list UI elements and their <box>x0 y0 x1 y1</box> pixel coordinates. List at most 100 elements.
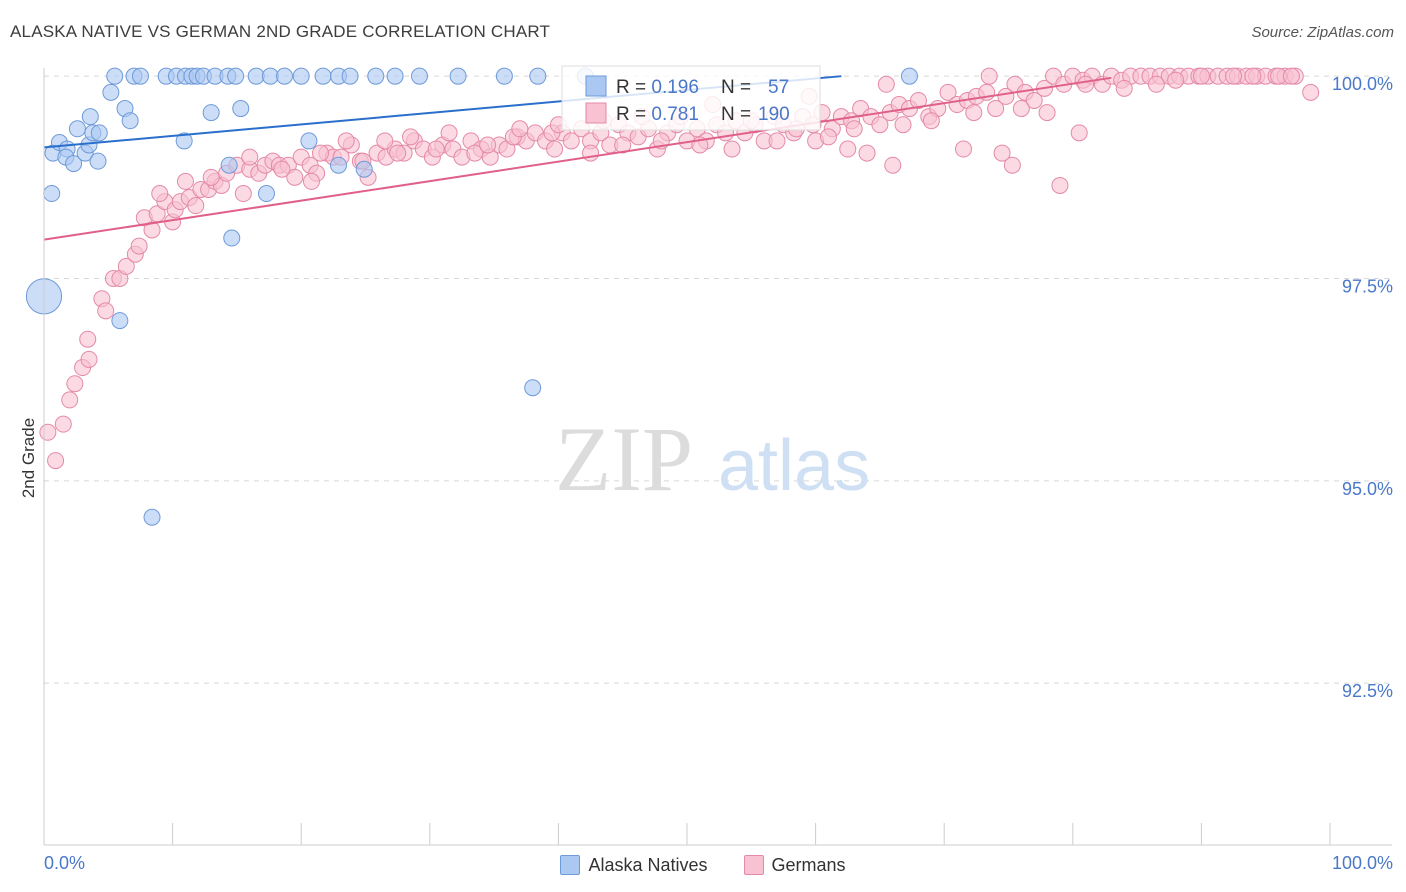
germans-point <box>1070 124 1088 142</box>
y-tick-label: 97.5% <box>1342 277 1393 297</box>
alaska-natives-point <box>232 100 250 118</box>
stats-blue-r-label: R = <box>616 77 651 98</box>
germans-point <box>909 91 927 109</box>
germans-point <box>1225 67 1243 85</box>
legend: Alaska Natives Germans <box>0 850 1406 880</box>
germans-point <box>143 221 161 239</box>
alaska-natives-point <box>386 67 404 85</box>
stats-blue-r-value: 0.196 <box>651 77 699 98</box>
svg-text:R = 0.196: R = 0.196 <box>616 77 699 98</box>
watermark: ZIP atlas <box>555 408 870 510</box>
stats-swatch-blue <box>585 75 607 97</box>
y-tick-label: 95.0% <box>1342 479 1393 499</box>
germans-point <box>562 132 580 150</box>
legend-item-germans[interactable]: Germans <box>743 854 846 876</box>
germans-point <box>1025 91 1043 109</box>
alaska-natives-point <box>89 152 107 170</box>
stats-pink-r-label: R = <box>616 104 651 125</box>
alaska-natives-point <box>111 312 129 330</box>
alaska-natives-point <box>81 108 99 126</box>
y-tick-label: 100.0% <box>1332 74 1393 94</box>
alaska-natives-point <box>367 67 385 85</box>
alaska-natives-point <box>529 67 547 85</box>
alaska-natives-point <box>65 155 83 173</box>
alaska-natives-point <box>524 379 542 397</box>
germans-point <box>1077 75 1095 93</box>
germans-point <box>858 144 876 162</box>
germans-point <box>980 67 998 85</box>
stats-blue-n-label: N = <box>721 77 751 98</box>
x-tick-label-max: 100.0% <box>1332 853 1393 873</box>
germans-point <box>311 144 329 162</box>
germans-point <box>79 330 97 348</box>
alaska-natives-point <box>900 67 918 85</box>
alaska-natives-point <box>131 67 149 85</box>
germans-point <box>176 172 194 190</box>
germans-point <box>845 120 863 138</box>
germans-point <box>839 140 857 158</box>
germans-point <box>389 144 407 162</box>
alaska-natives-point <box>411 67 429 85</box>
germans-point <box>286 168 304 186</box>
alaska-natives-point <box>449 67 467 85</box>
germans-point <box>39 423 57 441</box>
alaska-natives-point <box>90 124 108 142</box>
germans-point <box>479 136 497 154</box>
y-axis-label: 2nd Grade <box>19 418 38 498</box>
stats-blue-n-value: 57 <box>768 77 789 98</box>
germans-point <box>1302 83 1320 101</box>
germans-point <box>894 116 912 134</box>
germans-point <box>440 124 458 142</box>
germans-point <box>47 452 65 470</box>
alaska-natives-point <box>355 160 373 178</box>
germans-point <box>993 144 1011 162</box>
germans-point <box>66 375 84 393</box>
alaska-natives-point <box>247 67 265 85</box>
y-tick-label: 92.5% <box>1342 681 1393 701</box>
stats-box: R = 0.196 N = 57 R = 0.781 N = 190 <box>561 65 821 131</box>
germans-point <box>768 132 786 150</box>
germans-point <box>402 128 420 146</box>
stats-pink-n-value: 190 <box>758 104 790 125</box>
source-label: Source: ZipAtlas.com <box>1251 24 1394 41</box>
germans-point <box>877 75 895 93</box>
alaska-natives-point <box>102 83 120 101</box>
alaska-natives-point <box>106 67 124 85</box>
alaska-natives-point <box>43 185 61 203</box>
germans-point <box>1038 104 1056 122</box>
x-tick-label-min: 0.0% <box>44 853 85 873</box>
germans-point <box>1012 100 1030 118</box>
germans-point <box>819 128 837 146</box>
alaska-natives-point <box>261 67 279 85</box>
germans-point <box>511 120 529 138</box>
alaska-natives-point <box>300 132 318 150</box>
alaska-natives-point <box>314 67 332 85</box>
germans-point <box>376 132 394 150</box>
germans-point <box>337 132 355 150</box>
germans-point <box>234 185 252 203</box>
germans-point <box>954 140 972 158</box>
svg-text:R = 0.781: R = 0.781 <box>616 104 699 125</box>
alaska-natives-point <box>227 67 245 85</box>
germans-point <box>202 168 220 186</box>
germans-point <box>54 415 72 433</box>
germans-point <box>723 140 741 158</box>
germans-point <box>466 144 484 162</box>
legend-label-germans: Germans <box>771 854 846 875</box>
germans-point <box>117 257 135 275</box>
germans-point <box>97 302 115 320</box>
germans-point <box>241 148 259 166</box>
alaska-natives-point <box>202 104 220 122</box>
germans-point <box>1167 71 1185 89</box>
germans-point <box>1115 79 1133 97</box>
stats-swatch-pink <box>585 102 607 124</box>
alaska-natives-point <box>275 67 293 85</box>
legend-swatch-blue <box>560 855 581 875</box>
legend-item-alaska-natives[interactable]: Alaska Natives <box>560 855 708 876</box>
alaska-natives-point <box>220 156 238 174</box>
germans-point <box>273 160 291 178</box>
chart-title: ALASKA NATIVE VS GERMAN 2ND GRADE CORREL… <box>10 22 551 41</box>
germans-point <box>1282 67 1300 85</box>
alaska-natives-point <box>68 120 86 138</box>
